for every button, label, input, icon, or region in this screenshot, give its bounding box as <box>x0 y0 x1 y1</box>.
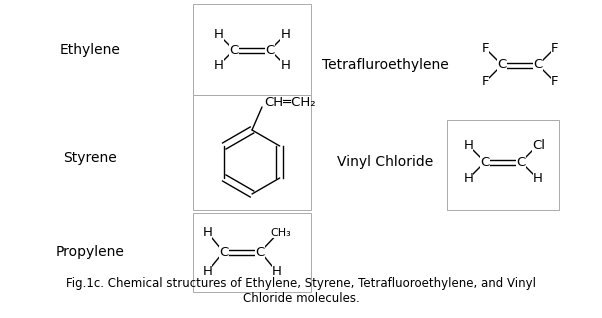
Text: H: H <box>202 226 212 239</box>
Text: C: C <box>219 245 229 259</box>
Text: H: H <box>202 265 212 278</box>
Text: C: C <box>255 245 265 259</box>
Text: CH═CH₂: CH═CH₂ <box>264 95 315 108</box>
Text: C: C <box>497 59 507 72</box>
Text: F: F <box>482 75 489 88</box>
Text: H: H <box>214 28 223 41</box>
Text: H: H <box>464 172 473 185</box>
Text: Propylene: Propylene <box>55 245 125 259</box>
Text: Fig.1c. Chemical structures of Ethylene, Styrene, Tetrafluoroethylene, and Vinyl: Fig.1c. Chemical structures of Ethylene,… <box>66 276 536 289</box>
Text: F: F <box>551 75 558 88</box>
Text: H: H <box>281 28 290 41</box>
Text: F: F <box>551 42 558 55</box>
Text: H: H <box>272 265 282 278</box>
Text: C: C <box>533 59 542 72</box>
Bar <box>193 95 311 210</box>
Text: Cl: Cl <box>532 139 545 152</box>
Text: H: H <box>281 59 290 72</box>
Text: H: H <box>214 59 223 72</box>
Text: H: H <box>533 172 542 185</box>
Text: Ethylene: Ethylene <box>60 43 120 57</box>
Text: C: C <box>517 156 526 169</box>
Text: C: C <box>229 44 238 57</box>
Text: Tetrafluroethylene: Tetrafluroethylene <box>321 58 448 72</box>
Bar <box>193 4 311 95</box>
Text: C: C <box>480 156 489 169</box>
Text: CH₃: CH₃ <box>270 228 291 238</box>
Text: Styrene: Styrene <box>63 151 117 165</box>
Text: F: F <box>482 42 489 55</box>
Bar <box>193 213 311 292</box>
Text: H: H <box>464 139 473 152</box>
Text: Vinyl Chloride: Vinyl Chloride <box>337 155 433 169</box>
Bar <box>447 120 559 210</box>
Text: Chloride molecules.: Chloride molecules. <box>243 292 359 305</box>
Text: C: C <box>265 44 275 57</box>
